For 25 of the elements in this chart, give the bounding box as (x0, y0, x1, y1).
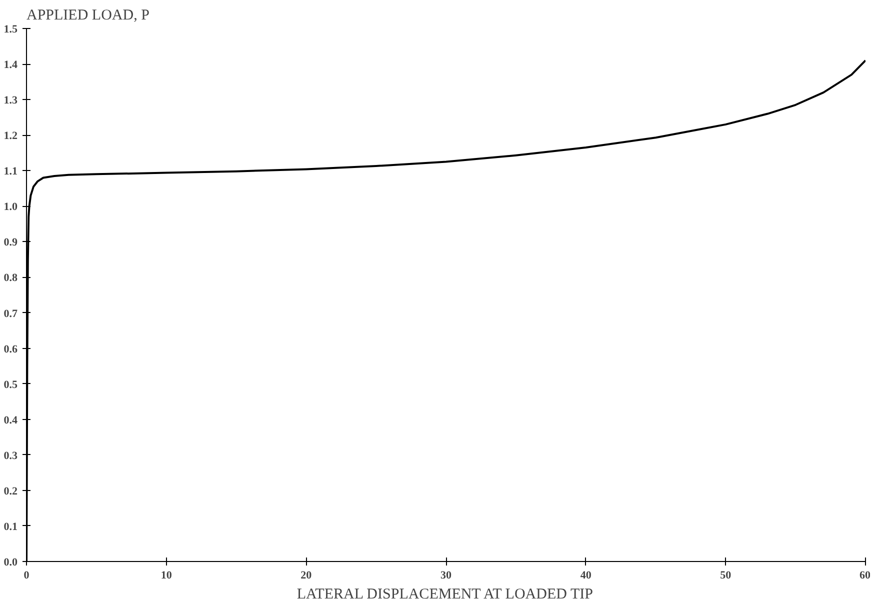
x-tick-label: 0 (24, 570, 30, 582)
x-tick-label: 40 (580, 570, 592, 582)
y-tick-label: 1.0 (4, 201, 18, 214)
y-tick-label: 0.0 (4, 556, 18, 568)
y-tick-label: 0.9 (4, 236, 18, 249)
y-tick-label: 0.7 (4, 308, 18, 320)
y-tick-label: 1.5 (4, 24, 18, 36)
y-tick-label: 0.2 (4, 485, 18, 498)
y-tick-label: 0.5 (4, 378, 18, 391)
y-tick-label: 1.3 (4, 94, 18, 107)
x-tick-label: 60 (860, 570, 871, 582)
y-tick-label: 0.8 (4, 272, 18, 284)
x-tick-label: 30 (440, 570, 452, 582)
y-tick-label: 0.3 (4, 450, 18, 462)
y-tick-label: 0.6 (4, 343, 18, 356)
x-tick-label: 10 (160, 570, 172, 582)
y-tick-label: 1.1 (4, 166, 18, 178)
x-tick-label: 20 (300, 570, 312, 582)
x-axis-title: LATERAL DISPLACEMENT AT LOADED TIP (296, 586, 593, 602)
y-tick-label: 0.4 (4, 414, 18, 426)
y-tick-label: 1.4 (4, 59, 18, 72)
chart-title: APPLIED LOAD, P (26, 8, 150, 24)
y-tick-label: 0.1 (4, 520, 18, 533)
x-tick-label: 50 (720, 570, 732, 582)
y-tick-label: 1.2 (4, 130, 18, 142)
